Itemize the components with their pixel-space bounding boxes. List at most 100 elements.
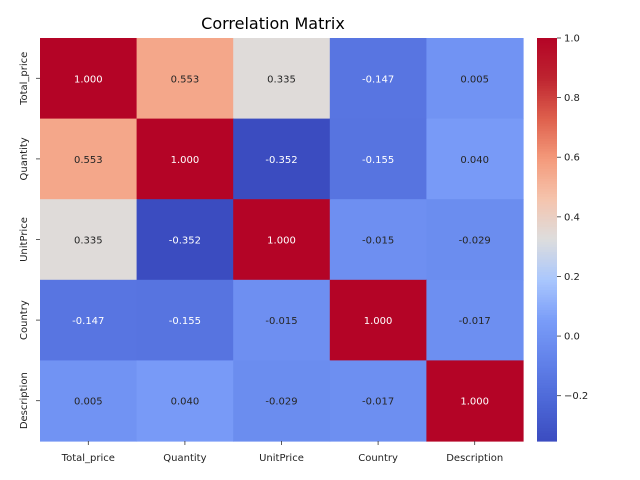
colorbar-segment [537, 378, 557, 382]
colorbar-segment [537, 63, 557, 67]
colorbar-segment [537, 415, 557, 419]
colorbar-segment [537, 262, 557, 266]
colorbar: −0.2 0.0 0.2 0.4 0.6 0.8 1.0 [537, 34, 588, 442]
colorbar-segment [537, 50, 557, 54]
colorbar-segment [537, 38, 557, 42]
cell-value-label: -0.155 [362, 155, 394, 166]
colorbar-tick-label: 0.4 [564, 212, 580, 223]
heatmap-cell [136, 360, 234, 442]
colorbar-segment [537, 236, 557, 241]
colorbar-segment [537, 219, 557, 223]
colorbar-segment [537, 174, 557, 178]
colorbar-segment [537, 317, 557, 321]
y-tick-label: UnitPrice [19, 217, 30, 262]
colorbar-segment [537, 103, 557, 107]
colorbar-segment [537, 433, 557, 437]
colorbar-tick-label: 0.8 [564, 93, 580, 104]
heatmap-cell [233, 279, 331, 361]
colorbar-segment [537, 438, 557, 442]
colorbar-segment [537, 330, 557, 334]
colorbar-segment [537, 435, 557, 440]
colorbar-segment [537, 158, 557, 163]
colorbar-segment [537, 189, 557, 193]
colorbar-segment [537, 390, 557, 394]
heatmap-cell [40, 38, 138, 120]
colorbar-segment [537, 179, 557, 183]
colorbar-segment [537, 292, 557, 296]
colorbar-segment [537, 60, 557, 64]
colorbar-segment [537, 106, 557, 110]
cell-value-label: 1.000 [171, 155, 200, 166]
colorbar-segment [537, 355, 557, 359]
colorbar-segment [537, 287, 557, 291]
heatmap-cell [329, 279, 427, 361]
colorbar-segment [537, 267, 557, 271]
heatmap-cell [329, 199, 427, 281]
colorbar-segment [537, 93, 557, 97]
colorbar-segment [537, 108, 557, 112]
colorbar-segment [537, 357, 557, 361]
chart-title: Correlation Matrix [201, 14, 345, 33]
colorbar-segment [537, 425, 557, 430]
colorbar-segment [537, 360, 557, 364]
colorbar-segment [537, 176, 557, 180]
colorbar-segment [537, 405, 557, 409]
colorbar-segment [537, 80, 557, 84]
cell-value-label: -0.029 [459, 236, 491, 247]
colorbar-segment [537, 201, 557, 205]
colorbar-segment [537, 78, 557, 82]
colorbar-segment [537, 184, 557, 188]
cell-value-label: 0.005 [74, 397, 103, 408]
colorbar-segment [537, 136, 557, 140]
heatmap-cell [40, 199, 138, 281]
colorbar-segment [537, 320, 557, 324]
colorbar-segment [537, 365, 557, 369]
colorbar-segment [537, 400, 557, 404]
colorbar-segment [537, 143, 557, 147]
colorbar-segment [537, 254, 557, 258]
colorbar-segment [537, 146, 557, 150]
colorbar-segment [537, 342, 557, 346]
colorbar-segment [537, 325, 557, 329]
colorbar-segment [537, 332, 557, 336]
colorbar-segment [537, 340, 557, 344]
y-tick-label: Description [19, 372, 30, 429]
colorbar-segment [537, 204, 557, 208]
colorbar-segment [537, 163, 557, 168]
colorbar-segment [537, 126, 557, 130]
colorbar-segment [537, 413, 557, 417]
colorbar-segment [537, 133, 557, 137]
cell-value-label: -0.352 [169, 236, 201, 247]
colorbar-segment [537, 43, 557, 47]
colorbar-segment [537, 257, 557, 261]
colorbar-segment [537, 247, 557, 251]
y-tick-label: Quantity [19, 137, 30, 180]
colorbar-segment [537, 216, 557, 220]
colorbar-segment [537, 121, 557, 125]
colorbar-segment [537, 224, 557, 228]
colorbar-segment [537, 68, 557, 72]
colorbar-segment [537, 45, 557, 49]
cell-value-label: 0.335 [267, 74, 296, 85]
colorbar-segment [537, 264, 557, 268]
colorbar-segment [537, 418, 557, 422]
colorbar-segment [537, 310, 557, 314]
colorbar-segment [537, 430, 557, 435]
y-tick-label: Country [19, 300, 30, 340]
colorbar-segment [537, 196, 557, 200]
colorbar-segment [537, 312, 557, 316]
colorbar-segment [537, 214, 557, 218]
colorbar-segment [537, 337, 557, 341]
heatmap-cell [329, 38, 427, 120]
colorbar-segment [537, 206, 557, 210]
colorbar-segment [537, 274, 557, 278]
cell-value-label: -0.017 [459, 316, 491, 327]
cell-value-label: 1.000 [74, 74, 103, 85]
colorbar-segment [537, 282, 557, 286]
colorbar-segment [537, 372, 557, 377]
colorbar-segment [537, 209, 557, 213]
colorbar-segment [537, 168, 557, 173]
heatmap-cell [233, 360, 331, 442]
cell-value-label: -0.015 [362, 236, 394, 247]
